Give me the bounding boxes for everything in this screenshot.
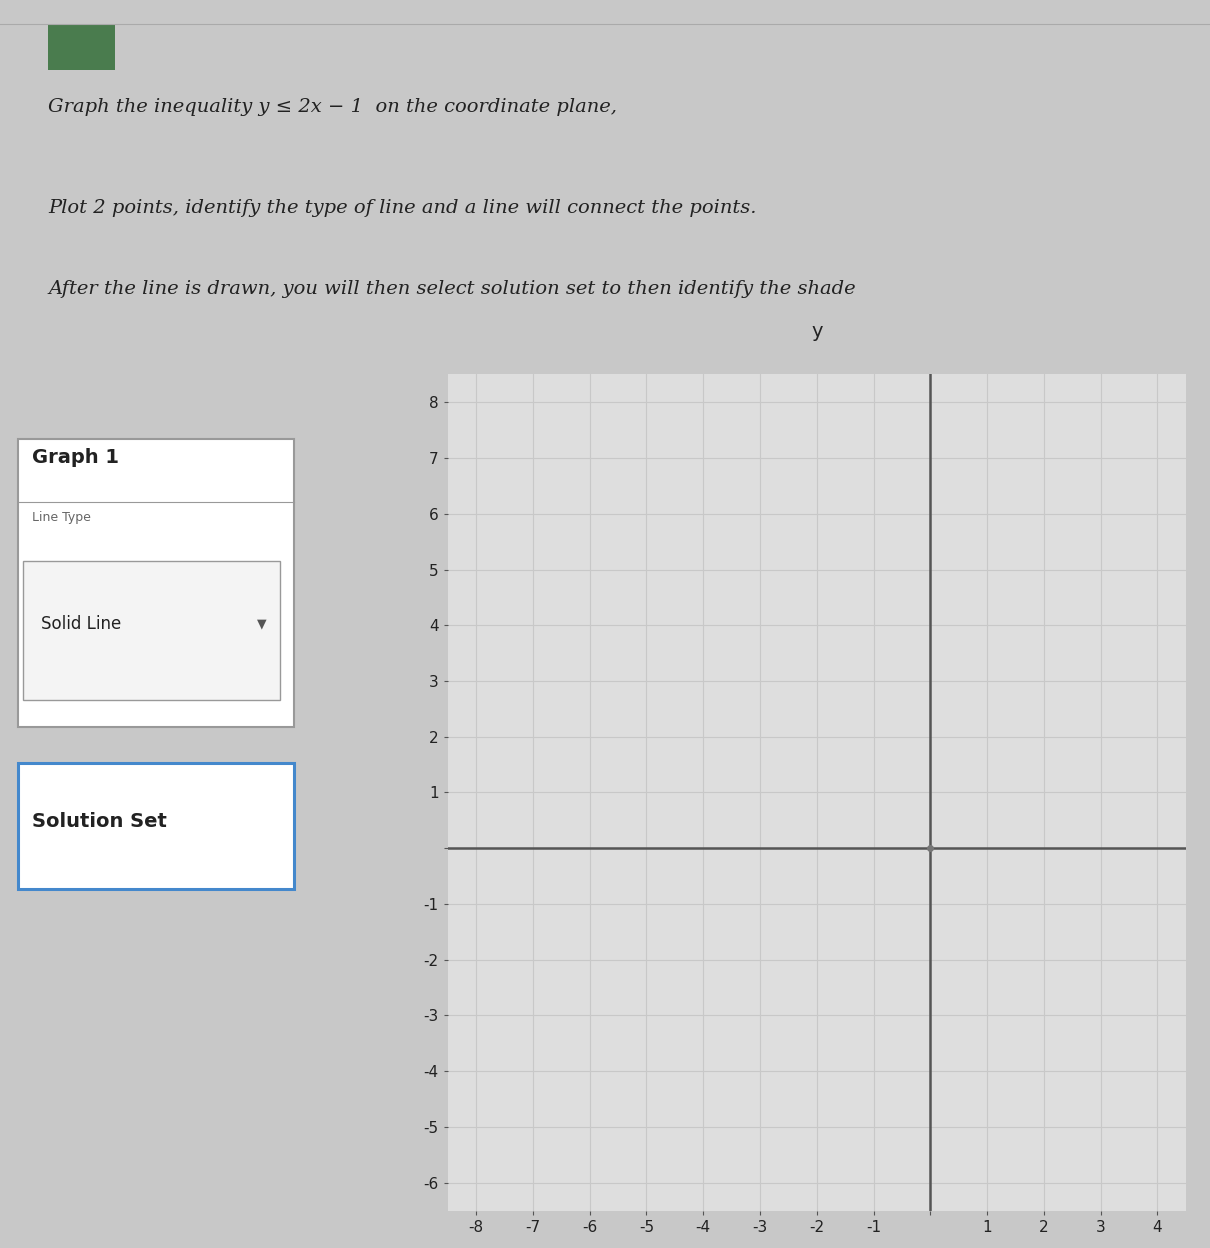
Text: Graph 1: Graph 1: [33, 448, 120, 467]
Bar: [48, 25, 115, 70]
Text: y: y: [811, 322, 823, 341]
Text: Solution Set: Solution Set: [33, 811, 167, 831]
Text: Graph the inequality y ≤ 2x − 1  on the coordinate plane,: Graph the inequality y ≤ 2x − 1 on the c…: [48, 97, 617, 116]
Text: ▼: ▼: [258, 617, 267, 630]
Text: Plot 2 points, identify the type of line and a line will connect the points.: Plot 2 points, identify the type of line…: [48, 200, 757, 217]
FancyBboxPatch shape: [18, 763, 294, 889]
Text: After the line is drawn, you will then select solution set to then identify the : After the line is drawn, you will then s…: [48, 280, 855, 297]
Text: Solid Line: Solid Line: [41, 614, 122, 633]
Text: Line Type: Line Type: [33, 512, 91, 524]
FancyBboxPatch shape: [18, 439, 294, 726]
FancyBboxPatch shape: [23, 560, 281, 700]
